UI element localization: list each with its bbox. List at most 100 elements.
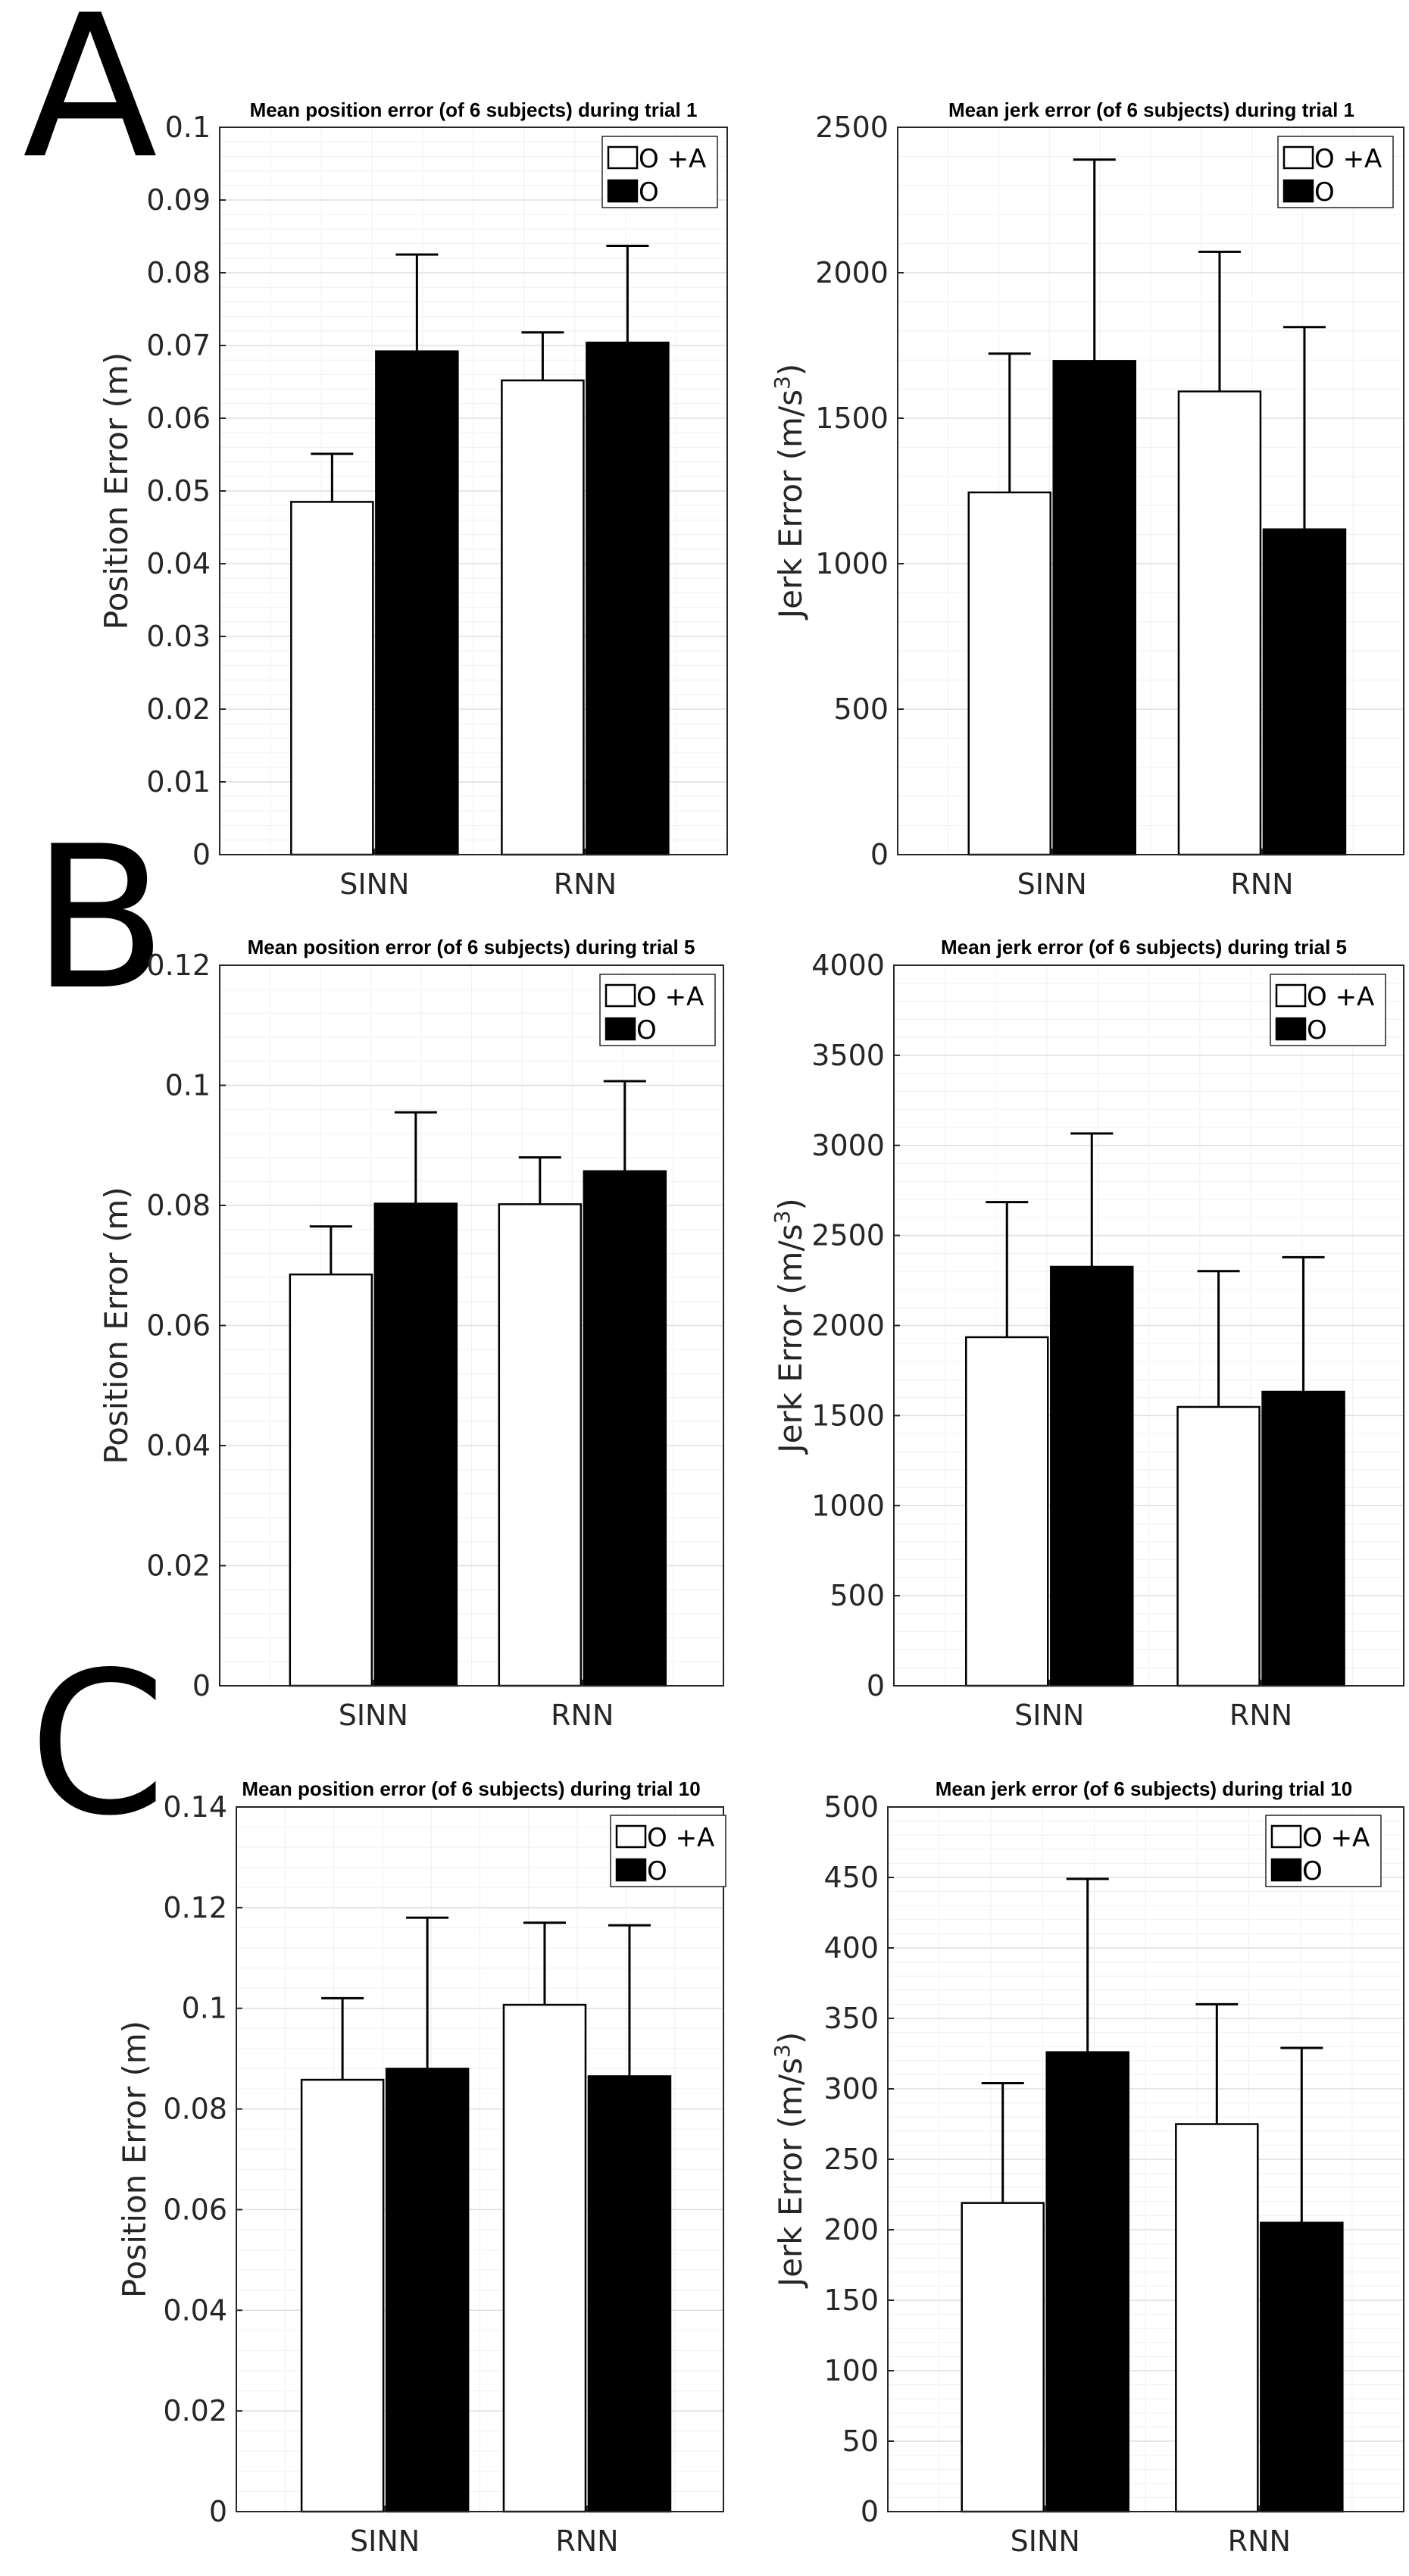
y-tick-label: 200 — [823, 2213, 879, 2246]
x-tick-label: RNN — [554, 868, 617, 901]
chart-5: 0 0.02 0.04 0.06 0.08 0.1 0.12 0.14 SINN RNN Mean … — [116, 1777, 726, 2558]
legend-swatch-o — [1275, 1017, 1307, 1041]
legend: O +AO — [1277, 136, 1394, 208]
bar-rnn-oa — [502, 2003, 587, 2513]
chart-3: 0 0.02 0.04 0.06 0.08 0.1 0.12 SINN RNN Mean posi… — [98, 936, 724, 1732]
x-tick-label: SINN — [350, 2524, 420, 2558]
y-tick-label: 0.1 — [165, 1069, 211, 1102]
y-tick-label: 1500 — [815, 402, 889, 435]
bar-rnn-o — [586, 341, 670, 856]
legend: O +AO — [1270, 974, 1386, 1046]
chart-title: Mean jerk error (of 6 subjects) during t… — [948, 98, 1354, 121]
y-tick-label: 0.04 — [146, 547, 211, 580]
chart-2: 0 500 1000 1500 2000 2500 SINN RNN Mean jerk err… — [770, 98, 1404, 901]
y-axis-label: Jerk Error (m/s3) — [770, 364, 809, 621]
y-tick-label: 0.06 — [146, 402, 211, 435]
y-tick-label: 1500 — [811, 1399, 885, 1432]
chart-title: Mean position error (of 6 subjects) duri… — [242, 1777, 700, 1800]
y-tick-label: 0 — [867, 1669, 885, 1702]
legend-label-o: O — [1314, 177, 1335, 208]
bar-rnn-o — [587, 2075, 672, 2513]
bar-sinn-o — [1045, 2051, 1129, 2513]
legend: O +AO — [1265, 1815, 1382, 1887]
y-tick-label: 250 — [823, 2143, 879, 2176]
y-tick-label: 100 — [823, 2354, 879, 2387]
x-tick-label: RNN — [1230, 868, 1293, 901]
x-tick-label: SINN — [339, 1699, 408, 1732]
legend-swatch-oa — [615, 1824, 647, 1849]
y-tick-label: 0.1 — [165, 111, 211, 144]
bar-rnn-oa — [1175, 2123, 1259, 2513]
bar-rnn-oa — [1176, 1405, 1261, 1687]
y-tick-label: 0.1 — [182, 1992, 227, 2025]
y-tick-label: 3000 — [811, 1129, 885, 1162]
y-tick-label: 0.06 — [163, 2193, 227, 2226]
legend-swatch-o — [615, 1858, 647, 1882]
y-tick-label: 450 — [823, 1861, 879, 1894]
y-axis-label: Position Error (m) — [98, 352, 135, 630]
legend-swatch-o — [1282, 179, 1314, 203]
y-tick-label: 0.12 — [163, 1891, 227, 1924]
y-tick-label: 500 — [829, 1579, 885, 1612]
bar-rnn-o — [1261, 1390, 1345, 1687]
bar-sinn-oa — [289, 1273, 373, 1687]
legend-label-o: O — [1307, 1015, 1327, 1046]
y-tick-label: 0.09 — [146, 183, 211, 217]
axes-frame — [236, 1806, 724, 2512]
y-tick-label: 300 — [823, 2072, 879, 2106]
bar-sinn-oa — [967, 491, 1051, 856]
y-axis-label: Jerk Error (m/s3) — [770, 2032, 809, 2289]
legend-label-oa: O +A — [1314, 144, 1382, 174]
axes-frame — [897, 127, 1404, 855]
y-tick-label: 4000 — [811, 949, 885, 982]
y-tick-label: 3500 — [811, 1039, 885, 1072]
y-tick-label: 500 — [823, 1790, 879, 1824]
bar-sinn-o — [373, 1202, 458, 1687]
axes-frame — [219, 127, 728, 855]
x-tick-label: RNN — [551, 1699, 614, 1732]
y-tick-label: 2000 — [811, 1309, 885, 1343]
bar-sinn-o — [375, 350, 459, 856]
x-tick-label: SINN — [1011, 2524, 1080, 2558]
bar-sinn-oa — [965, 1336, 1049, 1687]
y-tick-label: 2000 — [815, 256, 889, 289]
legend-swatch-oa — [605, 983, 636, 1008]
legend-label-oa: O +A — [1302, 1823, 1370, 1853]
legend-label-o: O — [639, 177, 659, 208]
legend-label-o: O — [647, 1856, 667, 1887]
y-tick-label: 0 — [192, 838, 211, 871]
legend-label-oa: O +A — [1307, 982, 1374, 1012]
legend: O +AO — [601, 136, 718, 208]
y-tick-label: 0.07 — [146, 329, 211, 362]
y-tick-label: 0.08 — [146, 256, 211, 289]
chart-4: 0 500 1000 1500 2000 2500 3000 3500 4000 SINN RNN M… — [770, 936, 1404, 1732]
y-tick-label: 0.02 — [146, 692, 211, 726]
axes-frame — [893, 964, 1404, 1687]
y-tick-label: 0.05 — [146, 474, 211, 508]
bar-rnn-oa — [501, 379, 585, 856]
y-tick-label: 0 — [192, 1669, 211, 1702]
legend-label-o: O — [636, 1015, 657, 1046]
y-tick-label: 0.03 — [146, 620, 211, 653]
legend-swatch-oa — [1270, 1824, 1302, 1849]
bar-rnn-o — [583, 1170, 667, 1687]
x-tick-label: RNN — [1228, 2524, 1291, 2558]
panel-label-b: B — [32, 805, 167, 1033]
y-axis-label: Position Error (m) — [98, 1186, 135, 1464]
bar-sinn-oa — [300, 2078, 385, 2513]
x-tick-label: RNN — [555, 2524, 618, 2558]
y-tick-label: 50 — [842, 2424, 879, 2458]
bar-sinn-o — [385, 2068, 470, 2513]
y-tick-label: 0.06 — [146, 1309, 211, 1343]
y-tick-label: 0.12 — [146, 949, 211, 982]
legend-label-oa: O +A — [647, 1823, 714, 1853]
bar-rnn-oa — [1177, 390, 1262, 856]
bar-sinn-oa — [961, 2202, 1045, 2513]
legend: O +AO — [599, 974, 716, 1046]
chart-1: 0 0.01 0.02 0.03 0.04 0.05 0.06 0.07 0.08 0.09 0.1… — [98, 98, 728, 901]
y-tick-label: 2500 — [811, 1219, 885, 1252]
x-tick-label: SINN — [1017, 868, 1087, 901]
legend-label-oa: O +A — [636, 982, 704, 1012]
legend: O +AO — [610, 1815, 726, 1887]
